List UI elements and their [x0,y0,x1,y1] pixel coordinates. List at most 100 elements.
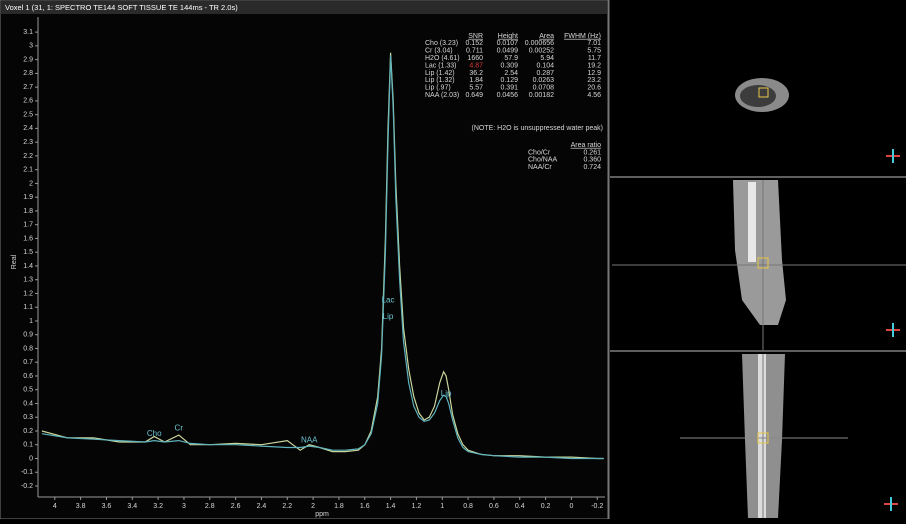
table-cell: 1.84 [469,77,483,84]
row-label: Lac (1.33) [425,62,457,69]
y-tick-label: 2.3 [23,139,33,146]
ratio-label: Cho/Cr [528,149,551,156]
x-tick-label: 1.4 [386,503,396,510]
y-tick-label: 2.1 [23,167,33,174]
y-tick-label: 2.7 [23,84,33,91]
row-label: Lip (1.32) [425,77,455,84]
table-cell: 1660 [467,55,483,62]
y-tick-label: 1.6 [23,235,33,242]
table-cell: 0.649 [465,92,483,99]
title: Voxel 1 (31, 1: SPECTRO TE144 SOFT TISSU… [5,3,238,12]
bone [758,354,766,518]
table-cell: 12.9 [587,70,601,77]
ratio-label: NAA/Cr [528,164,552,171]
y-tick-label: 0.8 [23,345,33,352]
x-tick-label: -0.2 [591,503,603,510]
y-tick-label: 1.5 [23,249,33,256]
table-cell: 0.104 [536,62,554,69]
y-tick-label: 3.1 [23,29,33,36]
x-tick-label: 0.6 [489,503,499,510]
ratio-value: 0.724 [583,164,601,171]
x-tick-label: 3.6 [102,503,112,510]
y-tick-label: 0.1 [23,442,33,449]
x-tick-label: 3.8 [76,503,86,510]
y-tick-label: 2.2 [23,153,33,160]
peak-label: NAA [301,436,318,445]
y-tick-label: 2.5 [23,111,33,118]
x-tick-label: 3 [182,503,186,510]
y-tick-label: -0.1 [21,469,33,476]
peak-label: Cho [147,429,162,438]
x-tick-label: 3.4 [127,503,137,510]
table-cell: 2.54 [504,70,518,77]
row-label: NAA (2.03) [425,92,459,99]
x-tick-label: 2.8 [205,503,215,510]
note: (NOTE: H2O is unsuppressed water peak) [472,125,604,132]
table-cell: 4.56 [587,92,601,99]
x-tick-label: 0.4 [515,503,525,510]
table-cell: 0.287 [536,70,554,77]
table-header: Area [539,33,554,40]
table-cell: 0.00252 [529,48,554,55]
table-cell: 4.87 [469,62,483,69]
table-cell: 0.129 [500,77,518,84]
y-tick-label: 1.8 [23,208,33,215]
y-tick-label: 0.3 [23,414,33,421]
table-cell: 0.711 [466,48,483,55]
table-cell: 0.0708 [533,85,555,92]
table-cell: 7.01 [587,40,601,47]
x-tick-label: 1.8 [334,503,344,510]
x-tick-label: 2.6 [231,503,241,510]
y-tick-label: 0.5 [23,387,33,394]
y-tick-label: 1.9 [23,194,33,201]
y-tick-label: 0.4 [23,400,33,407]
x-tick-label: 4 [53,503,57,510]
bone [748,182,756,262]
y-tick-label: 1.2 [23,290,33,297]
row-label: Lip (1.42) [425,70,455,77]
y-tick-label: -0.2 [21,483,33,490]
y-tick-label: 1.3 [23,277,33,284]
x-tick-label: 1.2 [412,503,422,510]
y-tick-label: 1.4 [23,263,33,270]
table-cell: 23.2 [587,77,601,84]
screen: Voxel 1 (31, 1: SPECTRO TE144 SOFT TISSU… [0,0,906,519]
y-tick-label: 0.9 [23,332,33,339]
y-tick-label: 0.7 [23,359,33,366]
table-cell: 5.75 [587,48,601,55]
table-cell: 57.9 [504,55,518,62]
x-tick-label: 0 [569,503,573,510]
x-tick-label: 2.4 [257,503,267,510]
x-tick-label: 3.2 [153,503,163,510]
table-cell: 0.0456 [497,92,519,99]
table-cell: 0.0107 [497,40,519,47]
table-cell: 5.94 [540,55,554,62]
y-tick-label: 1 [29,318,33,325]
table-cell: 0.391 [500,85,518,92]
table-header: FWHM (Hz) [564,33,601,40]
y-tick-label: 0.2 [23,428,33,435]
ratio-label: Cho/NAA [528,157,558,164]
row-label: H2O (4.61) [425,55,460,62]
peak-label: Cr [175,423,184,432]
row-label: Lip (.97) [425,85,451,92]
y-tick-label: 3 [29,43,33,50]
peak-label: Lip [383,312,394,321]
table-cell: 0.152 [465,40,483,47]
x-tick-label: 1 [440,503,444,510]
y-tick-label: 2 [29,180,33,187]
y-tick-label: 2.6 [23,98,33,105]
y-tick-label: 2.9 [23,56,33,63]
table-cell: 11.7 [588,55,601,62]
page: Voxel 1 (31, 1: SPECTRO TE144 SOFT TISSU… [0,0,906,524]
table-cell: 36.2 [469,70,483,77]
x-tick-label: 1.6 [360,503,370,510]
ratio-header: Area ratio [571,142,601,149]
x-tick-label: 0.8 [463,503,473,510]
ratio-value: 0.261 [583,149,601,156]
y-tick-label: 1.1 [23,304,33,311]
table-cell: 0.0263 [533,77,555,84]
table-cell: 0.00182 [529,92,554,99]
table-header: Height [498,33,518,40]
peak-label: Lac [382,295,395,304]
